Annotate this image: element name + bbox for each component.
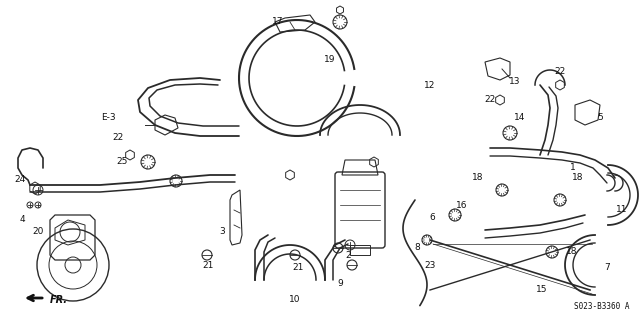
Text: 25: 25 [116,158,128,167]
Text: 16: 16 [456,201,468,210]
Text: 9: 9 [337,278,343,287]
Text: E-3: E-3 [100,114,115,122]
Text: 18: 18 [472,174,484,182]
Text: 21: 21 [202,261,214,270]
Text: 4: 4 [19,216,25,225]
Text: FR.: FR. [50,295,68,305]
Text: 20: 20 [32,227,44,236]
Text: 1: 1 [570,164,576,173]
Text: 12: 12 [424,80,436,90]
Text: 7: 7 [604,263,610,272]
Text: 11: 11 [616,205,628,214]
Text: 22: 22 [113,133,124,143]
Text: 23: 23 [424,261,436,270]
Text: 2: 2 [345,250,351,259]
Text: 22: 22 [484,95,495,105]
Text: 6: 6 [429,213,435,222]
Text: 18: 18 [572,174,584,182]
Text: 5: 5 [597,114,603,122]
Text: 18: 18 [566,248,578,256]
Text: 14: 14 [515,114,525,122]
Text: 8: 8 [414,243,420,253]
Text: 22: 22 [554,68,566,77]
Text: 19: 19 [324,56,336,64]
Text: 13: 13 [509,78,521,86]
Text: S023-B3360 A: S023-B3360 A [575,302,630,311]
Text: 10: 10 [289,295,301,305]
Text: 17: 17 [272,18,284,26]
Text: 21: 21 [292,263,304,272]
Text: 3: 3 [219,227,225,236]
Text: 24: 24 [14,175,26,184]
Text: 15: 15 [536,286,548,294]
